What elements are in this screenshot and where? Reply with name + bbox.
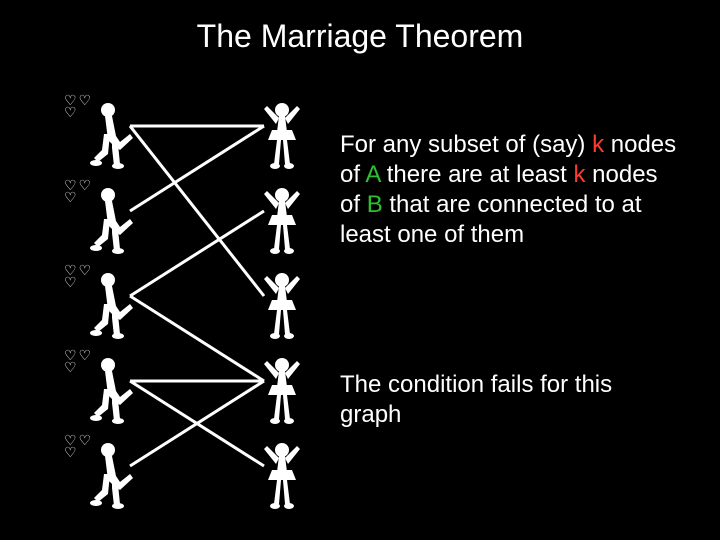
set-A: A xyxy=(365,161,380,188)
text-fragment: there are at least xyxy=(380,161,573,188)
slide: The Marriage Theorem For any subset of (… xyxy=(0,0,720,540)
proposer-node-2: ♡ ♡ ♡ xyxy=(90,270,134,340)
set-B: B xyxy=(367,191,383,218)
hearts-icon: ♡ ♡ ♡ xyxy=(64,179,88,203)
proposer-node-3: ♡ ♡ ♡ xyxy=(90,355,134,425)
proposer-node-1: ♡ ♡ ♡ xyxy=(90,185,134,255)
proposer-node-0: ♡ ♡ ♡ xyxy=(90,100,134,170)
proposer-node-4: ♡ ♡ ♡ xyxy=(90,440,134,510)
graph-edge xyxy=(130,126,264,296)
graph-edge xyxy=(130,296,264,381)
partner-node-0 xyxy=(260,100,304,170)
theorem-statement: For any subset of (say) k nodes of A the… xyxy=(340,130,680,250)
partner-node-1 xyxy=(260,185,304,255)
slide-title: The Marriage Theorem xyxy=(0,18,720,55)
hearts-icon: ♡ ♡ ♡ xyxy=(64,94,88,118)
variable-k: k xyxy=(574,161,586,188)
partner-node-2 xyxy=(260,270,304,340)
graph-edge xyxy=(130,126,264,211)
bipartite-graph: ♡ ♡ ♡ ♡ ♡ ♡ ♡ ♡ ♡ ♡ ♡ ♡ xyxy=(60,85,320,515)
partner-node-4 xyxy=(260,440,304,510)
hearts-icon: ♡ ♡ ♡ xyxy=(64,349,88,373)
hearts-icon: ♡ ♡ ♡ xyxy=(64,264,88,288)
text-fragment: For any subset of (say) xyxy=(340,131,592,158)
hearts-icon: ♡ ♡ ♡ xyxy=(64,434,88,458)
graph-edge xyxy=(130,211,264,296)
text-fragment: that are connected to at least one of th… xyxy=(340,191,642,248)
variable-k: k xyxy=(592,131,604,158)
partner-node-3 xyxy=(260,355,304,425)
caption: The condition fails for this graph xyxy=(340,370,680,430)
